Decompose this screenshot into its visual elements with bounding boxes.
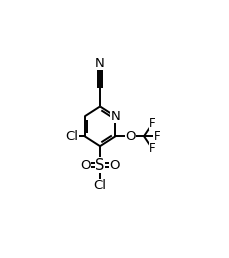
- Text: N: N: [110, 110, 120, 123]
- Text: F: F: [149, 142, 155, 155]
- Text: N: N: [95, 57, 104, 70]
- Text: F: F: [149, 117, 155, 130]
- Text: O: O: [109, 159, 120, 172]
- Text: Cl: Cl: [65, 130, 78, 143]
- Text: O: O: [125, 130, 135, 143]
- Text: O: O: [80, 159, 90, 172]
- Text: F: F: [153, 130, 160, 143]
- Text: Cl: Cl: [93, 179, 106, 192]
- Text: S: S: [95, 158, 104, 173]
